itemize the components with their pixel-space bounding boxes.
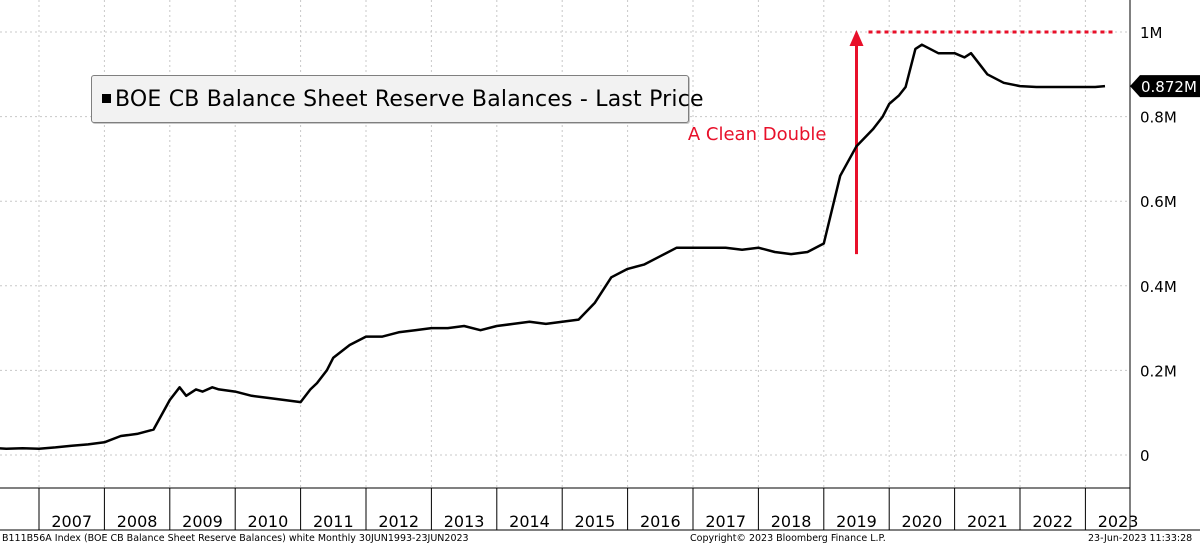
x-tick-label: 2007 <box>51 512 92 531</box>
y-tick-label: 0.8M <box>1140 109 1177 127</box>
y-tick-label: 0 <box>1140 447 1150 465</box>
annotation-arrowhead <box>849 30 864 46</box>
y-tick-label: 1M <box>1140 24 1163 42</box>
x-tick-label: 2008 <box>117 512 158 531</box>
y-tick-label: 0.6M <box>1140 193 1177 211</box>
x-tick-label: 2011 <box>313 512 354 531</box>
x-tick-label: 2010 <box>248 512 289 531</box>
x-tick-label: 2015 <box>575 512 616 531</box>
grid-layer <box>0 0 1130 488</box>
x-tick-label: 2019 <box>836 512 877 531</box>
x-tick-label: 2013 <box>444 512 485 531</box>
x-tick-label: 2023 <box>1098 512 1139 531</box>
y-tick-label: 0.4M <box>1140 278 1177 296</box>
x-tick-label: 2021 <box>967 512 1008 531</box>
x-tick-label: 2016 <box>640 512 681 531</box>
label-layer: 1M 0.8M 0.6M 0.4M 0.2M 0 2007 2008 2009 2010 2011 2… <box>51 24 1200 531</box>
x-tick-label: 2014 <box>509 512 550 531</box>
annotation-layer: A Clean Double <box>688 30 1116 255</box>
footer-timestamp: 23-Jun-2023 11:33:28 <box>1088 533 1193 544</box>
x-tick-label: 2017 <box>705 512 746 531</box>
y-tick-label: 0.2M <box>1140 362 1177 380</box>
series-layer <box>0 43 1106 450</box>
footer-index-info: B111B56A Index (BOE CB Balance Sheet Res… <box>2 533 469 544</box>
x-tick-label: 2018 <box>771 512 812 531</box>
x-tick-label: 2012 <box>378 512 419 531</box>
legend-swatch <box>102 94 111 103</box>
x-tick-label: 2009 <box>182 512 223 531</box>
legend: BOE CB Balance Sheet Reserve Balances - … <box>91 75 704 123</box>
legend-entry: BOE CB Balance Sheet Reserve Balances - … <box>102 87 704 112</box>
series-line <box>0 43 1106 450</box>
footer-copyright: Copyright© 2023 Bloomberg Finance L.P. <box>690 533 886 544</box>
last-value-tag <box>1130 75 1200 98</box>
x-tick-label: 2022 <box>1032 512 1073 531</box>
legend-label: BOE CB Balance Sheet Reserve Balances - … <box>115 87 704 112</box>
axes-layer <box>0 0 1200 531</box>
x-tick-label: 2020 <box>902 512 943 531</box>
annotation-label: A Clean Double <box>688 124 827 145</box>
last-value-label: 0.872M <box>1141 78 1197 96</box>
